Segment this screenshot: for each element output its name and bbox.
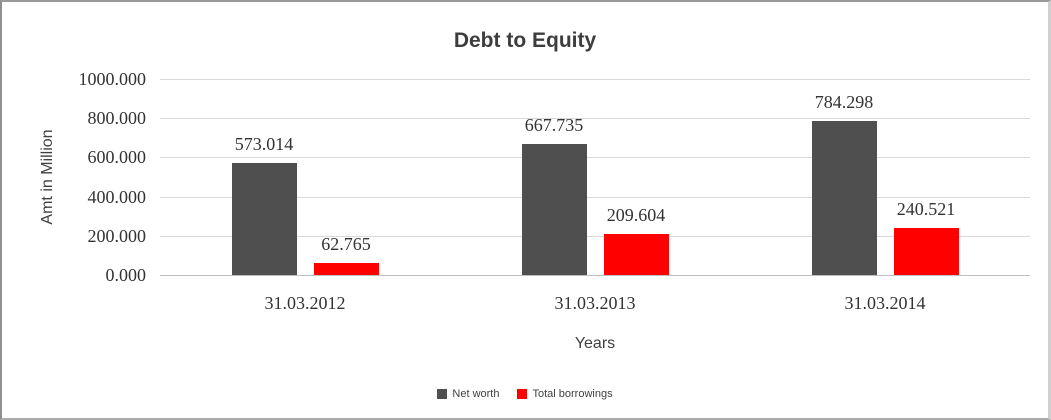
x-category-label: 31.03.2014: [844, 293, 926, 313]
gridline: [160, 235, 1030, 237]
bar-total-borrowings: [603, 233, 669, 275]
y-tick-label: 400.000: [87, 186, 147, 207]
gridline: [160, 157, 1030, 159]
y-tick-label: 0.000: [105, 265, 147, 285]
x-axis-line: [160, 275, 1030, 276]
data-label: 784.298: [814, 92, 874, 113]
legend-marker-icon: [437, 389, 448, 399]
legend-label: Net worth: [452, 388, 500, 400]
y-tick-label: 1000.000: [78, 69, 147, 89]
bar-net-worth: [811, 121, 877, 275]
data-label: 209.604: [606, 204, 666, 225]
legend-item-total-borrowings: Total borrowings: [517, 388, 613, 400]
y-tick-label: 800.000: [87, 108, 147, 129]
gridline: [160, 79, 1030, 80]
bar-total-borrowings: [893, 227, 959, 275]
data-label: 240.521: [896, 198, 956, 219]
y-tick-label: 200.000: [87, 225, 147, 246]
legend-label: Total borrowings: [532, 388, 613, 400]
legend: Net worth Total borrowings: [2, 388, 1048, 400]
data-label: 667.735: [524, 115, 584, 136]
gridline: [160, 196, 1030, 198]
gridline: [160, 118, 1030, 120]
x-category-label: 31.03.2012: [264, 293, 346, 313]
x-axis-title: Years: [574, 335, 616, 352]
bar-total-borrowings: [313, 262, 379, 275]
plot-area: 573.014 62.765 667.735 209.604 784.298 240.52…: [160, 79, 1030, 276]
data-label: 62.765: [321, 233, 371, 254]
y-axis-title: Amt in Million: [39, 129, 56, 225]
legend-marker-icon: [517, 389, 528, 399]
bar-net-worth: [231, 162, 297, 275]
legend-item-net-worth: Net worth: [437, 388, 499, 400]
x-category-label: 31.03.2013: [554, 293, 636, 313]
data-label: 573.014: [234, 133, 294, 154]
chart-title: Debt to Equity: [453, 29, 597, 52]
y-tick-label: 600.000: [87, 147, 147, 168]
bar-net-worth: [521, 144, 587, 275]
